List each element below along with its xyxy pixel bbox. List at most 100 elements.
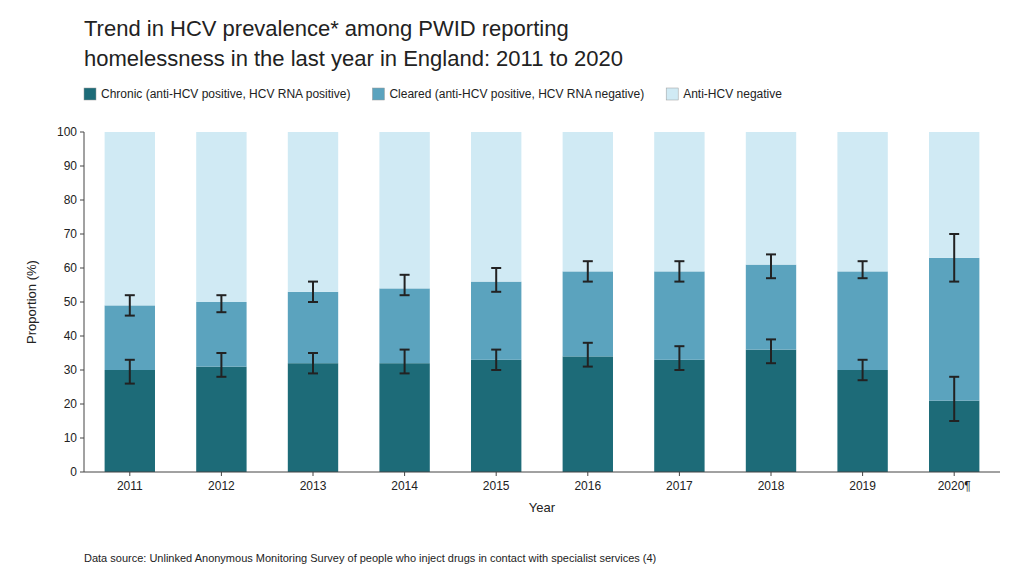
x-tick [221,472,222,476]
bar-segment [837,370,887,472]
bar-segment [105,370,155,472]
error-bar-cap [949,281,959,283]
bar-segment [105,132,155,305]
error-bar-cap [491,291,501,293]
error-bar-stem [495,350,497,370]
error-bar-cap [216,352,226,354]
error-bar-cap [308,301,318,303]
legend-swatch [372,88,384,100]
error-bar-cap [216,376,226,378]
error-bar-cap [674,369,684,371]
error-bar-cap [125,315,135,317]
y-tick-label: 20 [64,397,78,411]
legend-swatch [84,88,96,100]
error-bar-cap [125,294,135,296]
error-bar-cap [858,260,868,262]
error-bar [858,360,868,380]
error-bar-cap [308,372,318,374]
error-bar-stem [220,295,222,312]
error-bar-cap [308,352,318,354]
x-tick [313,472,314,476]
x-tick-label: 2011 [117,479,143,493]
x-tick-label: 2015 [483,479,510,493]
legend-swatch [666,88,678,100]
error-bar-cap [674,260,684,262]
x-tick [862,472,863,476]
bar-segment [379,363,429,472]
error-bar [308,282,318,302]
error-bar-cap [216,294,226,296]
legend-label: Anti-HCV negative [683,87,782,101]
bar-segment [837,132,887,271]
bar-segment [746,350,796,472]
bar-segment [654,360,704,472]
error-bar [766,339,776,363]
x-tick-label: 2018 [758,479,785,493]
y-tick [80,336,84,337]
y-tick [80,132,84,133]
y-tick-label: 100 [57,125,77,139]
x-tick-label: 2020¶ [938,479,971,493]
error-bar-stem [404,350,406,374]
error-bar-cap [583,366,593,368]
error-bar-stem [404,275,406,295]
y-tick [80,472,84,473]
y-tick [80,200,84,201]
bar-segment [471,132,521,282]
error-bar-cap [491,267,501,269]
legend-label: Chronic (anti-HCV positive, HCV RNA posi… [101,87,350,101]
bar-segment [563,271,613,356]
y-tick-label: 90 [64,159,78,173]
legend-label: Cleared (anti-HCV positive, HCV RNA nega… [389,87,644,101]
error-bar-stem [220,353,222,377]
error-bar-cap [400,349,410,351]
bar-segment [471,282,521,360]
x-tick-label: 2017 [666,479,693,493]
y-tick-label: 30 [64,363,78,377]
y-tick-label: 0 [70,465,77,479]
marks [105,132,980,472]
error-bar [400,350,410,374]
legend: Chronic (anti-HCV positive, HCV RNA posi… [84,87,782,101]
x-tick [954,472,955,476]
bar-segment [746,265,796,350]
error-bar [766,254,776,278]
error-bar [583,261,593,281]
y-tick-label: 40 [64,329,78,343]
x-tick [587,472,588,476]
chart-container: Trend in HCV prevalence* among PWID repo… [0,0,1024,576]
error-bar-cap [949,420,959,422]
error-bar-cap [491,349,501,351]
error-bar-cap [125,359,135,361]
x-tick-label: 2013 [300,479,327,493]
error-bar-cap [125,383,135,385]
error-bar-cap [766,253,776,255]
x-tick-label: 2016 [574,479,601,493]
bar-segment [288,132,338,292]
error-bar-cap [491,369,501,371]
error-bar-stem [678,346,680,370]
bar-segment [471,360,521,472]
x-tick-label: 2019 [849,479,876,493]
bar-segment [196,367,246,472]
error-bar [674,261,684,281]
y-tick [80,166,84,167]
error-bar-stem [862,261,864,278]
error-bar [216,295,226,312]
error-bar [491,350,501,370]
x-axis-label: Year [529,500,556,515]
error-bar-stem [953,377,955,421]
bar-segment [837,271,887,370]
error-bar [125,295,135,315]
x-tick [679,472,680,476]
error-bar [308,353,318,373]
y-tick [80,438,84,439]
bar-segment [196,132,246,302]
chart-svg: Trend in HCV prevalence* among PWID repo… [0,0,1024,576]
error-bar-stem [770,254,772,278]
error-bar-cap [583,260,593,262]
bar-segment [288,363,338,472]
error-bar-cap [674,345,684,347]
error-bar-cap [858,359,868,361]
error-bar-stem [862,360,864,380]
